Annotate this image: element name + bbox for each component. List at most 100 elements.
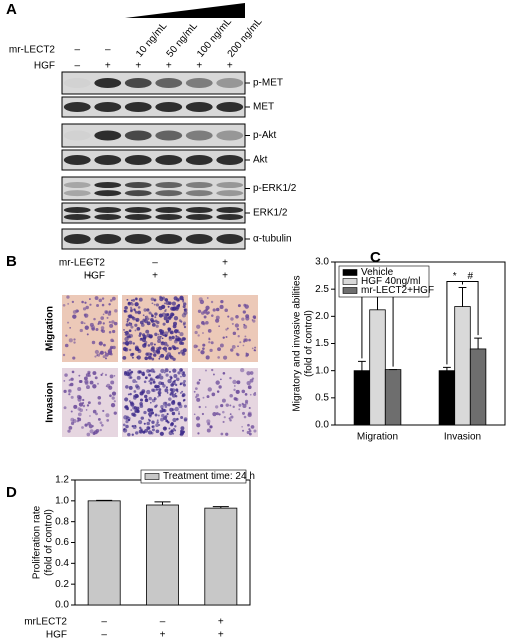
- cell: [161, 413, 165, 418]
- cell: [172, 368, 177, 373]
- cell: [151, 322, 156, 327]
- cell: [193, 413, 196, 416]
- cell: [158, 388, 162, 392]
- treatment-sign: –: [105, 45, 111, 56]
- cell: [234, 323, 240, 328]
- cell: [146, 317, 150, 321]
- cell: [82, 404, 86, 408]
- cell: [182, 298, 184, 301]
- cell: [98, 320, 102, 325]
- cell: [165, 350, 168, 353]
- cell: [166, 392, 169, 394]
- assay-label: Migration: [45, 306, 56, 351]
- bar: [469, 348, 487, 426]
- cell: [198, 378, 201, 382]
- cell: [179, 392, 182, 394]
- cell: [176, 304, 180, 308]
- cell: [68, 425, 73, 430]
- cell: [127, 314, 131, 318]
- cell: [142, 430, 146, 434]
- cell: [180, 426, 185, 431]
- cell: [102, 322, 105, 325]
- cell: [148, 419, 151, 422]
- cell: [182, 305, 186, 309]
- cell: [254, 391, 256, 394]
- cell: [198, 405, 201, 409]
- cell: [146, 321, 151, 326]
- cell: [67, 302, 70, 305]
- cell: [102, 313, 105, 316]
- cell: [201, 412, 205, 416]
- cell: [136, 385, 141, 390]
- cell: [133, 395, 137, 400]
- cell: [175, 335, 178, 337]
- cell: [71, 300, 75, 304]
- cell: [165, 386, 168, 389]
- cell: [204, 406, 207, 408]
- cell: [128, 340, 133, 345]
- cell: [222, 420, 225, 424]
- blot-label: Akt: [253, 155, 268, 166]
- treatment-sign: +: [227, 61, 233, 72]
- condition-sign: +: [218, 630, 224, 641]
- cell: [112, 329, 116, 334]
- cell: [163, 334, 167, 337]
- cell: [167, 316, 172, 320]
- treatment-sign: –: [87, 258, 93, 269]
- cell: [175, 383, 178, 387]
- cell: [182, 383, 186, 387]
- cell: [235, 315, 239, 319]
- cell: [94, 349, 99, 355]
- cell: [72, 419, 77, 423]
- y-tick-label: 0.4: [55, 558, 69, 569]
- cell: [231, 345, 236, 349]
- cell: [147, 373, 151, 377]
- cell: [171, 301, 176, 306]
- cell: [140, 416, 145, 420]
- cell: [164, 427, 167, 430]
- cell: [171, 400, 176, 406]
- cell: [78, 380, 82, 384]
- cell: [195, 416, 201, 421]
- cell: [126, 406, 129, 409]
- blot-label: ERK1/2: [253, 208, 288, 219]
- cell: [147, 408, 152, 413]
- blot-band: [185, 102, 213, 112]
- blot-band: [185, 155, 213, 165]
- condition-sign: –: [101, 630, 107, 641]
- cell: [151, 420, 155, 424]
- cell: [139, 426, 142, 430]
- error-bar: [154, 501, 171, 505]
- cell: [212, 308, 216, 312]
- cell: [122, 428, 128, 433]
- blot-strip: [61, 176, 246, 201]
- cell: [176, 329, 179, 332]
- treatment-sign: +: [152, 271, 158, 282]
- legend-label: HGF 40ng/ml: [361, 276, 420, 287]
- cell: [149, 342, 154, 346]
- cell: [83, 376, 88, 381]
- blot-band: [216, 214, 244, 220]
- blot-band: [185, 78, 213, 88]
- cell: [150, 317, 154, 322]
- treatment-sign: +: [222, 258, 228, 269]
- cell: [70, 410, 73, 413]
- cell: [215, 380, 220, 385]
- cell: [166, 354, 168, 357]
- cell: [202, 347, 205, 350]
- cell: [145, 329, 150, 334]
- dose-label: 50 ng/mL: [165, 20, 201, 59]
- bar: [369, 309, 386, 426]
- cell: [77, 397, 82, 402]
- cell: [229, 413, 232, 415]
- y-tick-label: 0.0: [315, 420, 329, 431]
- cell: [248, 429, 252, 433]
- cell: [125, 372, 131, 377]
- blot-label: α-tubulin: [253, 234, 292, 245]
- cell: [168, 430, 173, 436]
- cell: [111, 296, 116, 301]
- cell: [104, 310, 109, 315]
- cell: [207, 329, 212, 333]
- cell: [131, 303, 134, 306]
- cell: [141, 389, 146, 394]
